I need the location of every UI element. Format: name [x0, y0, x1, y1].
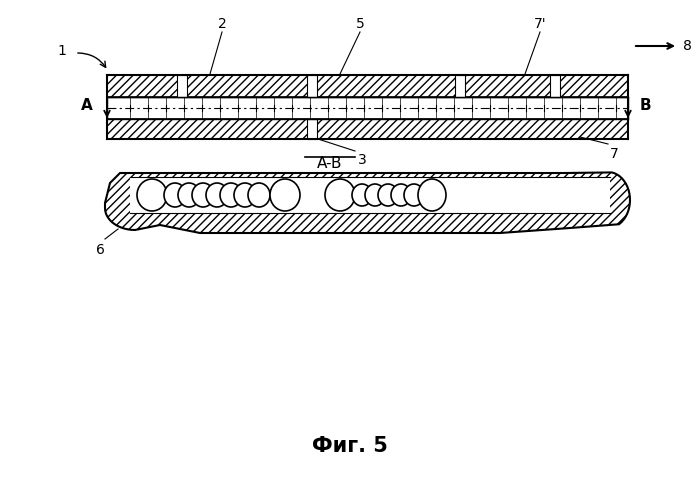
Ellipse shape: [234, 183, 256, 207]
Ellipse shape: [325, 179, 355, 211]
Ellipse shape: [352, 184, 372, 206]
Bar: [307, 75, 317, 97]
Ellipse shape: [178, 183, 200, 207]
Ellipse shape: [192, 183, 214, 207]
Bar: [177, 75, 187, 97]
Text: 7': 7': [534, 17, 547, 31]
Ellipse shape: [137, 179, 167, 211]
Bar: [107, 75, 628, 97]
Bar: [107, 97, 628, 119]
Bar: [130, 177, 610, 213]
Text: B: B: [640, 98, 651, 112]
Bar: [455, 75, 465, 97]
Ellipse shape: [391, 184, 411, 206]
Text: 8: 8: [683, 39, 692, 53]
Ellipse shape: [365, 184, 385, 206]
Ellipse shape: [270, 179, 300, 211]
Text: 6: 6: [96, 243, 104, 257]
Ellipse shape: [206, 183, 228, 207]
Text: 3: 3: [358, 153, 367, 167]
Text: 1: 1: [57, 44, 66, 58]
Ellipse shape: [164, 183, 186, 207]
Text: 7: 7: [610, 147, 619, 161]
Text: A: A: [81, 98, 93, 112]
Bar: [107, 119, 628, 139]
Text: 2: 2: [217, 17, 226, 31]
Ellipse shape: [220, 183, 242, 207]
Polygon shape: [105, 172, 630, 233]
Ellipse shape: [378, 184, 398, 206]
Text: Фиг. 5: Фиг. 5: [312, 436, 388, 456]
Text: A-B: A-B: [317, 156, 343, 171]
Ellipse shape: [248, 183, 270, 207]
Ellipse shape: [404, 184, 424, 206]
Ellipse shape: [418, 179, 446, 211]
Text: 5: 5: [356, 17, 364, 31]
Bar: [550, 75, 560, 97]
Bar: [307, 119, 317, 139]
Text: 4: 4: [618, 206, 627, 220]
